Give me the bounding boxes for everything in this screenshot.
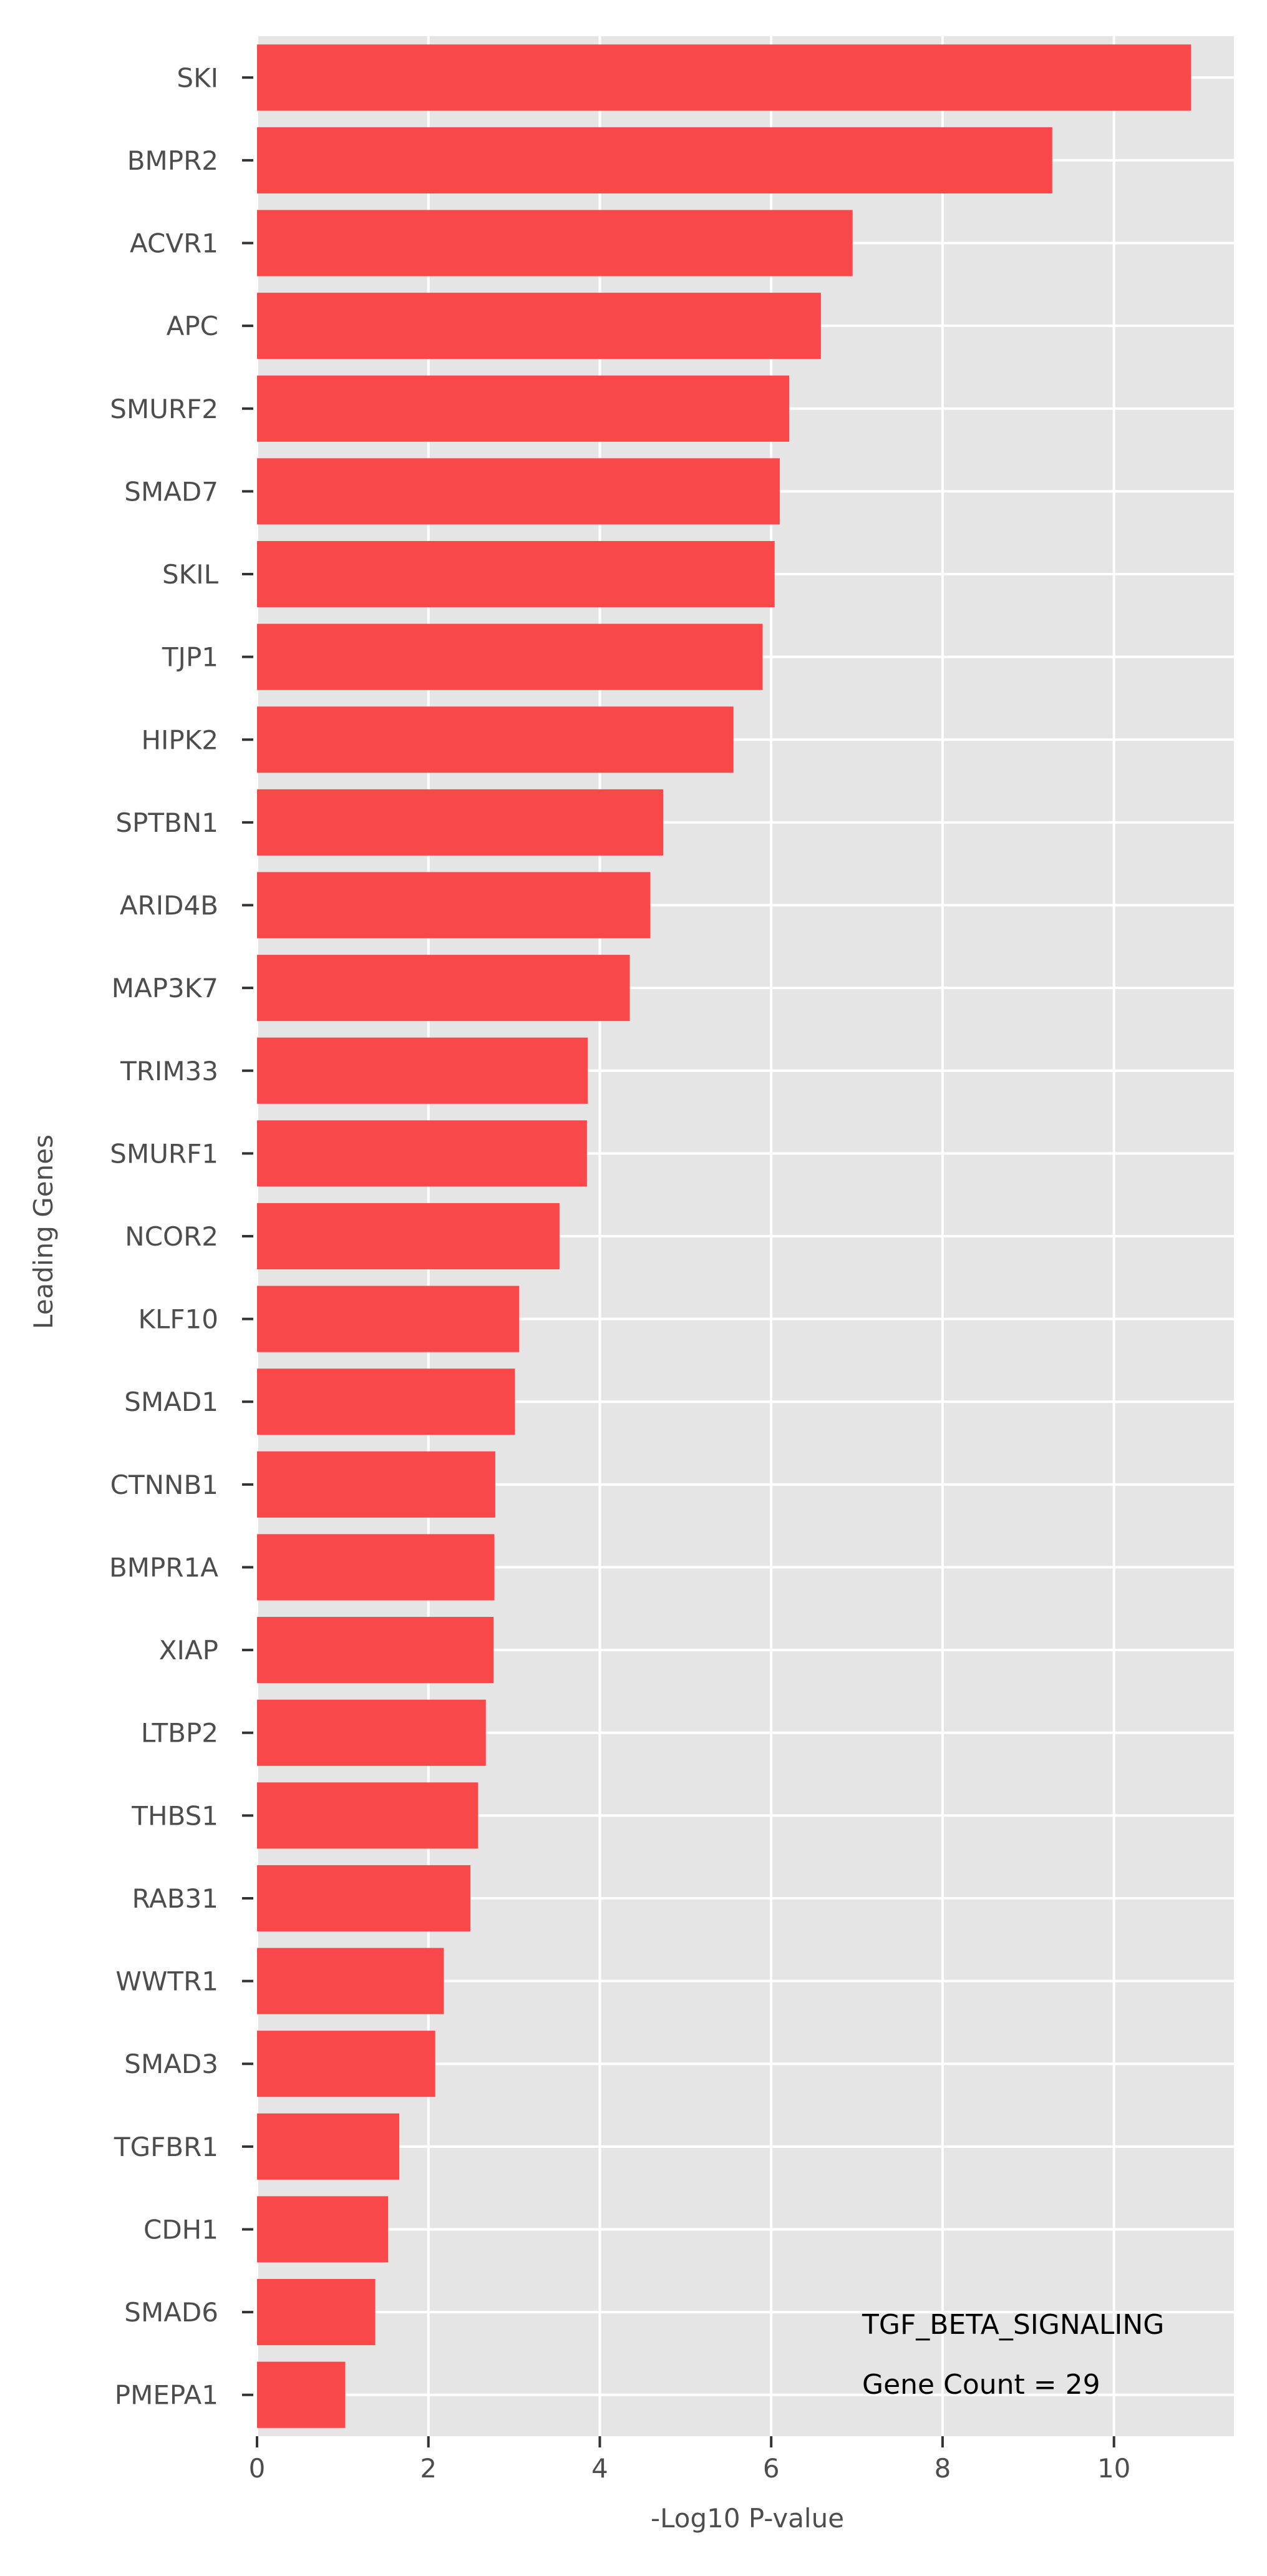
y-tick-label: SPTBN1 xyxy=(115,807,218,838)
y-tick-label: TGFBR1 xyxy=(114,2132,218,2162)
y-tick-label: LTBP2 xyxy=(141,1718,218,1749)
y-tick-label: BMPR2 xyxy=(127,145,218,176)
y-tick-label: SMURF1 xyxy=(110,1138,218,1169)
bar-acvr1 xyxy=(257,210,853,276)
bar-arid4b xyxy=(257,872,651,939)
y-tick-label: SMAD7 xyxy=(124,476,218,507)
bar-ltbp2 xyxy=(257,1699,486,1766)
y-tick-label: HIPK2 xyxy=(141,724,218,755)
bar-smurf1 xyxy=(257,1120,587,1187)
y-tick-label: SMURF2 xyxy=(110,394,218,424)
y-tick-label: XIAP xyxy=(159,1635,218,1666)
bar-rab31 xyxy=(257,1865,471,1932)
bar-smad7 xyxy=(257,458,780,525)
bar-map3k7 xyxy=(257,955,630,1022)
bar-pmepa1 xyxy=(257,2361,346,2428)
bar-wwtr1 xyxy=(257,1948,444,2014)
y-tick-label: TJP1 xyxy=(162,642,218,673)
y-tick-label: PMEPA1 xyxy=(115,2380,218,2411)
y-tick-label: CDH1 xyxy=(143,2214,218,2245)
bar-ncor2 xyxy=(257,1203,560,1270)
y-tick-label: KLF10 xyxy=(138,1304,218,1335)
bar-tgfbr1 xyxy=(257,2113,400,2180)
y-axis-title: Leading Genes xyxy=(28,1134,59,1329)
gene-count-annotation: Gene Count = 29 xyxy=(862,2369,1100,2401)
bar-apc xyxy=(257,293,821,359)
bar-smad1 xyxy=(257,1368,515,1435)
x-tick-label: 6 xyxy=(763,2453,780,2484)
bar-hipk2 xyxy=(257,706,734,773)
x-axis-title: -Log10 P-value xyxy=(651,2503,844,2534)
bar-skil xyxy=(257,540,775,608)
bar-smad6 xyxy=(257,2279,376,2346)
bar-thbs1 xyxy=(257,1782,478,1849)
bar-bmpr2 xyxy=(257,127,1052,193)
y-tick-label: BMPR1A xyxy=(109,1552,218,1583)
y-tick-label: MAP3K7 xyxy=(112,973,218,1003)
x-tick-label: 0 xyxy=(249,2453,266,2484)
x-tick-label: 2 xyxy=(420,2453,437,2484)
pathway-name-annotation: TGF_BETA_SIGNALING xyxy=(862,2309,1164,2341)
y-tick-label: APC xyxy=(167,311,218,341)
y-tick-label: SMAD1 xyxy=(124,1387,218,1417)
bar-smurf2 xyxy=(257,375,790,442)
bar-klf10 xyxy=(257,1286,520,1352)
y-tick-label: SKIL xyxy=(162,559,219,590)
y-tick-label: NCOR2 xyxy=(125,1221,218,1252)
bar-sptbn1 xyxy=(257,789,664,856)
x-tick-label: 4 xyxy=(591,2453,608,2484)
bar-smad3 xyxy=(257,2031,435,2097)
y-tick-label: RAB31 xyxy=(132,1883,218,1914)
y-tick-label: THBS1 xyxy=(131,1800,218,1831)
y-tick-label: SMAD6 xyxy=(124,2297,218,2328)
y-tick-label: ACVR1 xyxy=(130,228,218,259)
bar-cdh1 xyxy=(257,2196,389,2263)
y-tick-label: WWTR1 xyxy=(115,1966,218,1997)
bar-ski xyxy=(257,44,1192,111)
x-tick-label: 10 xyxy=(1097,2453,1130,2484)
bar-xiap xyxy=(257,1617,494,1684)
bar-ctnnb1 xyxy=(257,1451,495,1518)
y-tick-label: CTNNB1 xyxy=(110,1470,218,1500)
y-tick-label: SMAD3 xyxy=(124,2049,218,2079)
bar-tjp1 xyxy=(257,623,763,690)
bar-trim33 xyxy=(257,1037,588,1104)
x-tick-label: 8 xyxy=(934,2453,951,2484)
bar-bmpr1a xyxy=(257,1534,495,1601)
y-tick-label: SKI xyxy=(177,62,218,93)
y-tick-label: ARID4B xyxy=(120,890,218,921)
y-tick-label: TRIM33 xyxy=(120,1056,218,1086)
